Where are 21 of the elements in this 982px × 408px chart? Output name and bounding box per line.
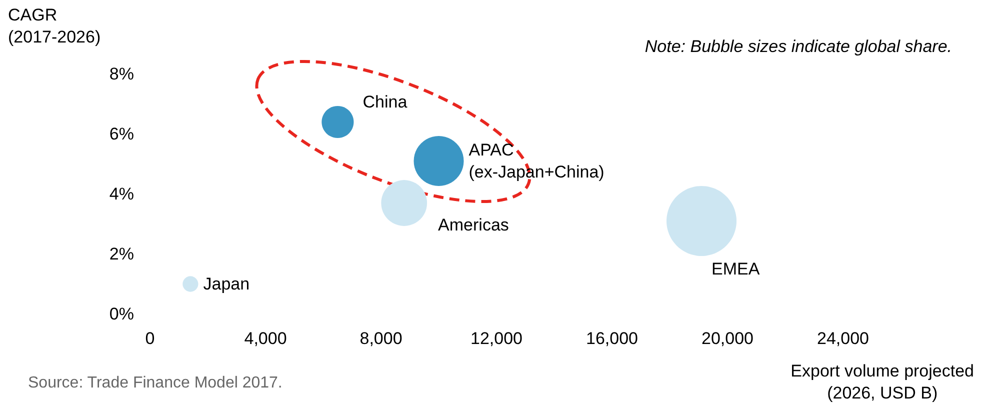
x-tick-label: 0 <box>145 329 155 348</box>
y-axis-title: CAGR (2017-2026) <box>8 6 101 46</box>
x-tick-label: 20,000 <box>702 329 754 348</box>
series-label: China <box>362 92 408 112</box>
x-axis-title: Export volume projected (2026, USD B) <box>790 362 974 402</box>
series-label: APAC (ex-Japan+China) <box>468 140 604 182</box>
text: Note: Bubble sizes indicate global share. <box>644 37 952 56</box>
y-tick-label: 2% <box>109 244 134 264</box>
x-tick-label: 24,000 <box>817 329 869 348</box>
y-tick-label: 4% <box>109 184 134 204</box>
x-tick-label: 8,000 <box>360 329 402 348</box>
source-note: Source: Trade Finance Model 2017. <box>28 374 282 392</box>
x-tick-label: 16,000 <box>586 329 638 348</box>
y-tick-label: 0% <box>109 304 134 324</box>
series-label: Americas <box>438 216 509 234</box>
series-label: Japan <box>203 274 250 294</box>
y-tick-label: 8% <box>109 64 134 84</box>
x-tick-label: 4,000 <box>244 329 287 348</box>
y-tick-label: 6% <box>109 124 134 144</box>
series-label: EMEA <box>712 260 760 278</box>
x-tick-label: 12,000 <box>470 329 522 348</box>
